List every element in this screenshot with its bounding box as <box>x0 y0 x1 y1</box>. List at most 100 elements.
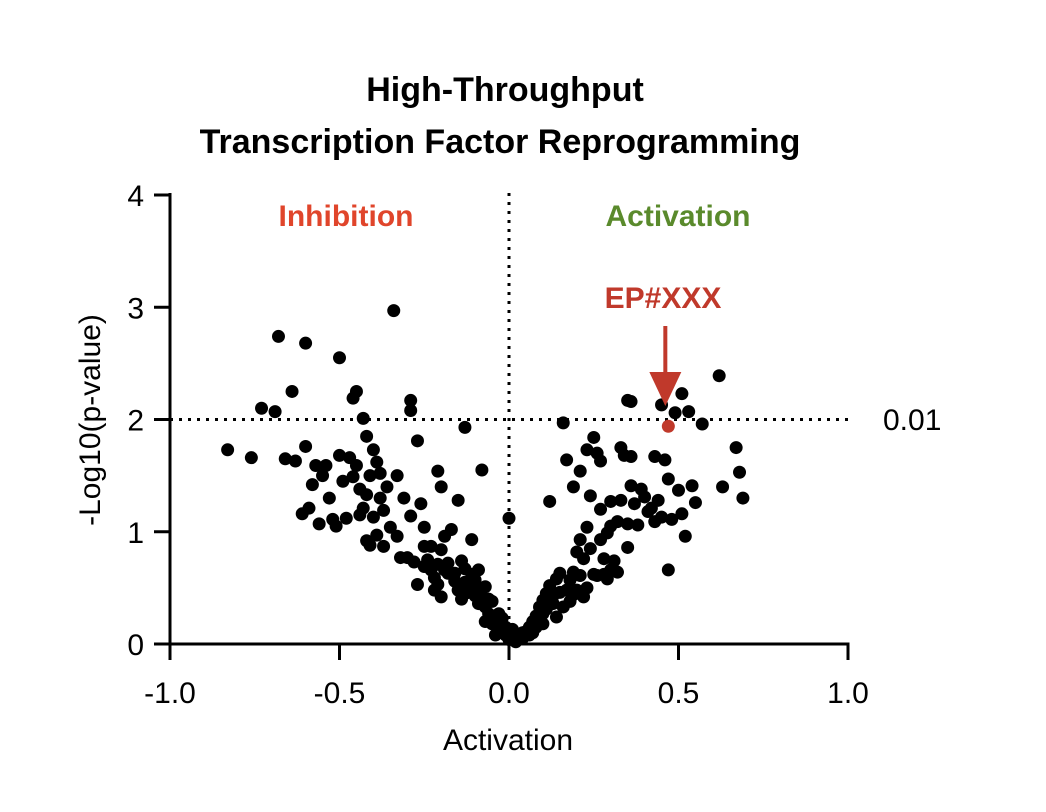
highlighted-point <box>661 419 675 433</box>
data-point <box>397 491 411 505</box>
y-tick-label: 4 <box>127 180 144 213</box>
y-tick-label: 3 <box>127 292 144 325</box>
data-point <box>577 552 591 566</box>
data-point <box>688 496 702 510</box>
data-point <box>661 472 675 486</box>
x-tick-label: -1.0 <box>144 677 196 710</box>
data-point <box>424 539 438 553</box>
data-point <box>597 552 611 566</box>
data-point <box>580 443 594 457</box>
data-point <box>678 529 692 543</box>
data-point <box>583 489 597 503</box>
highlight-label: EP#XXX <box>605 282 722 315</box>
y-axis-ticks: 0 1 2 3 4 <box>127 180 170 662</box>
data-point <box>434 590 448 604</box>
data-point <box>309 459 323 473</box>
data-point <box>333 448 346 462</box>
data-point <box>434 543 448 557</box>
data-point <box>485 594 499 608</box>
chart-title-line-2: Transcription Factor Reprogramming <box>200 123 801 161</box>
region-label-activation: Activation <box>605 200 750 233</box>
data-point <box>672 483 685 497</box>
data-point <box>655 510 669 524</box>
region-label-inhibition: Inhibition <box>279 200 414 233</box>
y-axis-label: -Log10(p-value) <box>74 314 107 526</box>
highlight-arrow <box>649 326 682 406</box>
y-tick-label: 1 <box>127 517 144 550</box>
data-point <box>638 490 652 504</box>
data-point <box>614 493 628 507</box>
data-point <box>339 511 353 525</box>
x-tick-label: 0.0 <box>488 677 530 710</box>
data-point <box>621 517 635 531</box>
data-point <box>661 563 675 577</box>
data-point <box>356 501 370 515</box>
data-point <box>573 569 587 583</box>
data-point <box>316 469 330 483</box>
data-point <box>363 469 377 483</box>
data-point <box>380 480 394 494</box>
data-point <box>675 387 689 401</box>
data-point <box>580 520 594 534</box>
data-point <box>668 406 682 420</box>
data-point <box>434 480 448 494</box>
data-point <box>624 395 638 409</box>
data-point <box>549 610 563 624</box>
data-point <box>383 520 397 534</box>
data-point <box>594 454 608 468</box>
data-point <box>349 384 363 398</box>
data-point <box>271 329 285 343</box>
data-point <box>370 455 384 469</box>
data-point <box>404 393 418 407</box>
data-point <box>421 553 435 567</box>
data-point <box>299 336 313 350</box>
data-point <box>414 497 428 511</box>
data-point <box>465 533 479 547</box>
data-point <box>366 510 380 524</box>
data-point <box>560 453 574 467</box>
data-point <box>478 580 492 594</box>
data-point <box>329 519 343 533</box>
threshold-label: 0.01 <box>883 404 941 437</box>
data-point <box>621 540 635 554</box>
data-point <box>658 453 672 467</box>
data-point <box>733 465 747 479</box>
data-point <box>631 518 645 532</box>
data-point <box>451 493 465 507</box>
data-point <box>390 529 404 543</box>
data-point <box>573 533 587 547</box>
data-point <box>556 416 570 430</box>
data-point <box>695 417 709 431</box>
data-point <box>648 450 662 464</box>
data-point <box>360 429 374 443</box>
data-point <box>360 488 374 502</box>
data-point <box>651 493 665 507</box>
data-point <box>346 470 360 484</box>
data-point <box>370 528 384 542</box>
data-point <box>404 509 418 523</box>
data-point <box>665 512 679 526</box>
data-point <box>553 566 567 580</box>
x-tick-label: 0.5 <box>658 677 700 710</box>
data-point <box>468 573 482 587</box>
data-point <box>322 491 336 505</box>
data-point <box>536 617 550 631</box>
chart-title-line-1: High-Throughput <box>366 71 644 109</box>
data-point <box>580 581 594 595</box>
data-point <box>255 401 269 415</box>
data-point <box>387 304 401 318</box>
x-tick-label: -0.5 <box>314 677 366 710</box>
data-point <box>610 565 624 579</box>
x-tick-label: 1.0 <box>827 677 869 710</box>
x-axis-label: Activation <box>443 724 573 757</box>
data-point <box>390 469 404 483</box>
data-point <box>268 405 282 419</box>
data-point <box>444 523 458 537</box>
data-point <box>278 452 292 466</box>
data-point <box>302 501 316 515</box>
data-point <box>583 542 597 556</box>
data-point <box>410 578 424 592</box>
data-point <box>431 578 445 592</box>
data-point <box>319 459 333 473</box>
